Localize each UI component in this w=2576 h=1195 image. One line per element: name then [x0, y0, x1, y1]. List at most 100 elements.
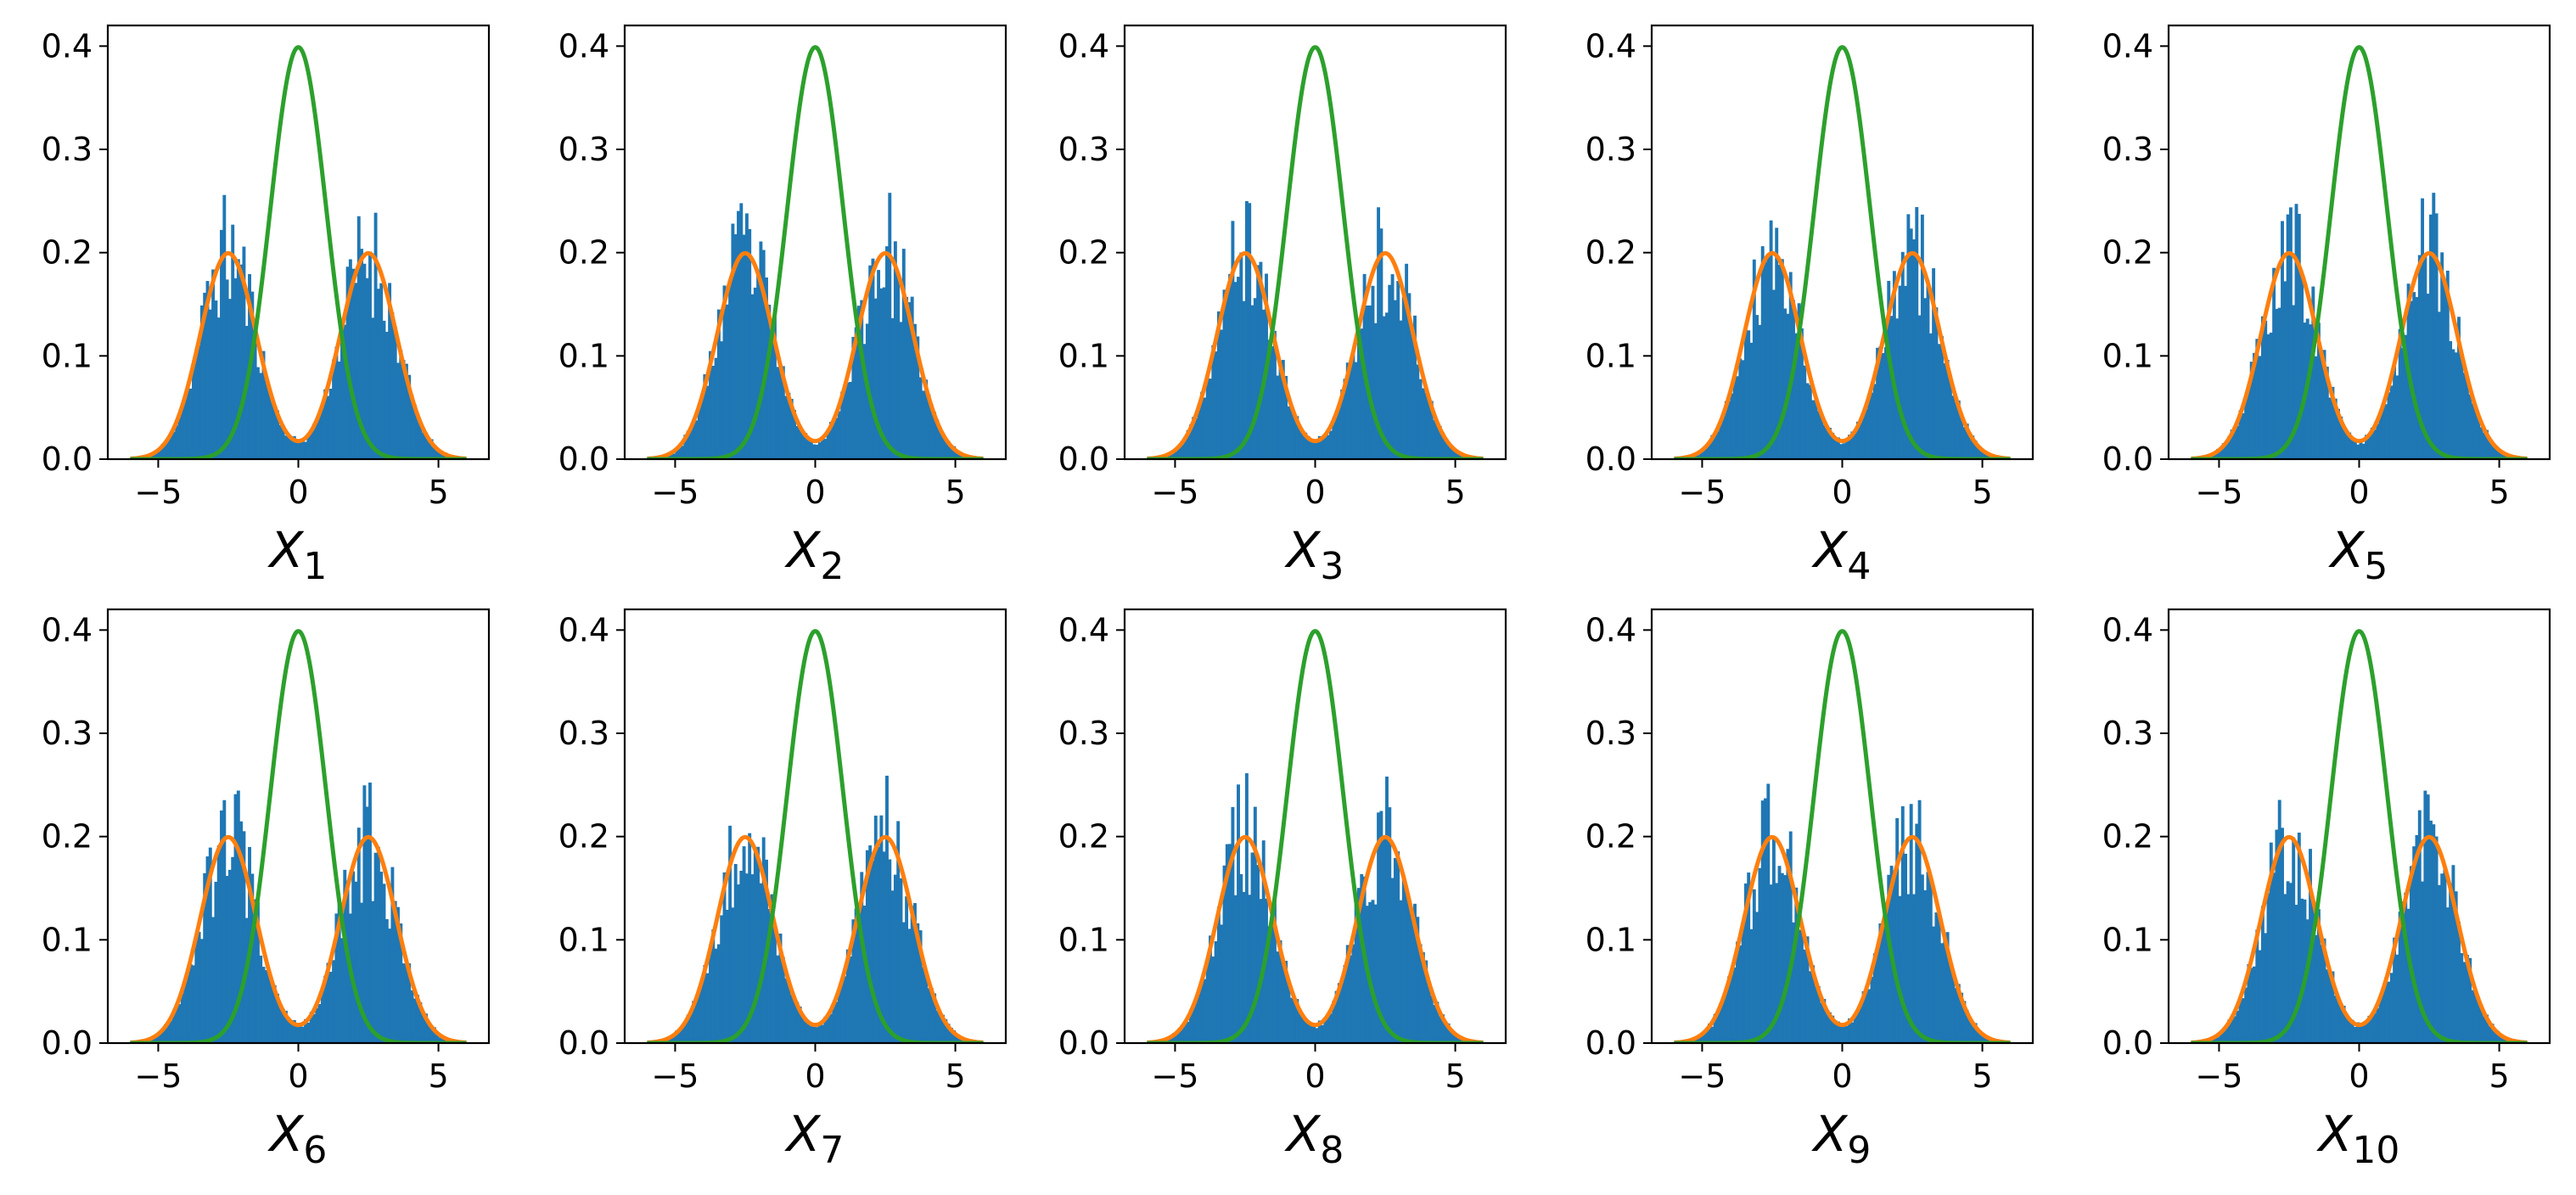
- histogram-bar: [787, 979, 791, 1043]
- histogram-bar: [1377, 812, 1381, 1043]
- histogram-bar: [2417, 810, 2422, 1043]
- x-label-subscript: 1: [303, 545, 327, 588]
- histogram-bar: [332, 960, 336, 1043]
- histogram-bar: [1856, 1008, 1860, 1043]
- histogram-bar: [2294, 204, 2298, 459]
- histogram-bar: [2378, 413, 2382, 459]
- x-tick-label: 5: [945, 1058, 965, 1095]
- histogram-bar: [1780, 259, 1784, 459]
- histogram-bar: [1842, 1026, 1846, 1043]
- histogram-bar: [1399, 320, 1403, 459]
- histogram-bar: [1951, 975, 1956, 1043]
- histogram-bar: [1401, 878, 1406, 1043]
- histogram-bar: [1920, 214, 1924, 459]
- histogram-bar: [1237, 784, 1240, 1043]
- histogram-bar: [1808, 384, 1812, 459]
- histogram-bar: [2412, 846, 2416, 1043]
- x-tick-label: −5: [2195, 474, 2242, 511]
- histogram-bar: [1811, 400, 1816, 459]
- histogram-bar: [1940, 336, 1944, 459]
- histogram-bar: [688, 1012, 693, 1043]
- histogram-bar: [1887, 280, 1891, 459]
- histogram-bar: [837, 411, 841, 459]
- y-tick-label: 0.4: [558, 27, 609, 65]
- histogram-bar: [1943, 362, 1947, 459]
- histogram-bar: [1889, 316, 1894, 459]
- histogram-bar: [1222, 289, 1226, 459]
- histogram-bar: [2236, 1010, 2240, 1043]
- histogram-bar: [1892, 271, 1896, 459]
- histogram-bar: [1783, 875, 1787, 1043]
- histogram-bar: [2333, 996, 2337, 1043]
- histogram-bar: [1321, 437, 1324, 459]
- histogram-bar: [158, 1032, 162, 1043]
- histogram-bar: [1390, 274, 1395, 459]
- histogram-bar: [957, 1037, 962, 1043]
- histogram-bar: [261, 351, 266, 459]
- histogram-bar: [806, 439, 811, 459]
- histogram-bar: [2490, 441, 2495, 459]
- histogram-bar: [306, 433, 311, 459]
- x-tick-label: 0: [2349, 1058, 2369, 1095]
- histogram-bar: [225, 279, 229, 459]
- histogram-bar: [253, 335, 257, 459]
- y-tick-label: 0.4: [1058, 611, 1109, 648]
- y-tick-label: 0.1: [42, 337, 93, 374]
- normal-density-line: [646, 629, 985, 1043]
- histogram-bar: [812, 444, 817, 459]
- histogram-bar: [756, 846, 760, 1043]
- histogram-bar: [2219, 447, 2223, 459]
- x-label-subscript: 5: [2364, 545, 2388, 588]
- histogram-bar: [404, 963, 408, 1043]
- histogram-bar: [1256, 865, 1260, 1043]
- y-tick-label: 0.4: [1585, 611, 1636, 648]
- histogram-bar: [281, 1008, 285, 1043]
- histogram-bar: [1444, 1024, 1448, 1043]
- histogram-bar: [2311, 904, 2315, 1043]
- histogram-bar: [2348, 1020, 2352, 1043]
- histogram-bar: [1332, 1001, 1336, 1043]
- mixture-density-line: [129, 250, 468, 459]
- histogram-bar: [837, 990, 841, 1043]
- histogram-bar: [821, 436, 824, 459]
- histogram-bar: [183, 400, 188, 459]
- histogram-bar: [1332, 418, 1336, 459]
- histogram-bar: [255, 367, 260, 459]
- y-tick-label: 0.3: [1058, 131, 1109, 168]
- histogram-bar: [2454, 352, 2458, 459]
- histogram-bar: [2244, 396, 2248, 459]
- histogram-bar: [1399, 900, 1403, 1043]
- normal-density-line: [646, 45, 985, 459]
- histogram-bar: [2499, 1035, 2503, 1043]
- y-tick-label: 0.3: [558, 715, 609, 752]
- histogram-bar: [1250, 305, 1254, 459]
- axes-frame: [2167, 608, 2551, 1045]
- histogram-bar: [211, 917, 216, 1043]
- histogram-bar: [916, 336, 920, 459]
- histogram-bar: [2283, 894, 2287, 1043]
- histogram-bar: [164, 1024, 167, 1043]
- histogram-bar: [1317, 1020, 1322, 1043]
- histogram-bar: [840, 391, 845, 459]
- histogram-bar: [2311, 286, 2315, 459]
- histogram-bar: [1777, 264, 1782, 459]
- histogram-bar: [781, 957, 785, 1043]
- x-axis-label: X2: [784, 521, 845, 588]
- histogram-bar: [242, 831, 246, 1043]
- histogram-bar: [1183, 1023, 1187, 1043]
- histogram-bar: [1242, 300, 1246, 459]
- histogram-bar: [354, 881, 358, 1043]
- histogram-bar: [1704, 1029, 1709, 1043]
- histogram-bar: [231, 224, 235, 459]
- histogram-bar: [921, 390, 925, 459]
- histogram-bar: [946, 440, 951, 459]
- histogram-bar: [1438, 425, 1442, 459]
- histogram-bar: [737, 884, 740, 1043]
- histogram-bar: [155, 1036, 160, 1043]
- histogram-bar: [211, 269, 216, 459]
- histogram-bar: [2314, 934, 2318, 1043]
- histogram-bar: [1771, 839, 1776, 1043]
- histogram-bar: [675, 1029, 679, 1043]
- histogram-bar: [239, 821, 244, 1043]
- histogram-bar: [388, 283, 392, 459]
